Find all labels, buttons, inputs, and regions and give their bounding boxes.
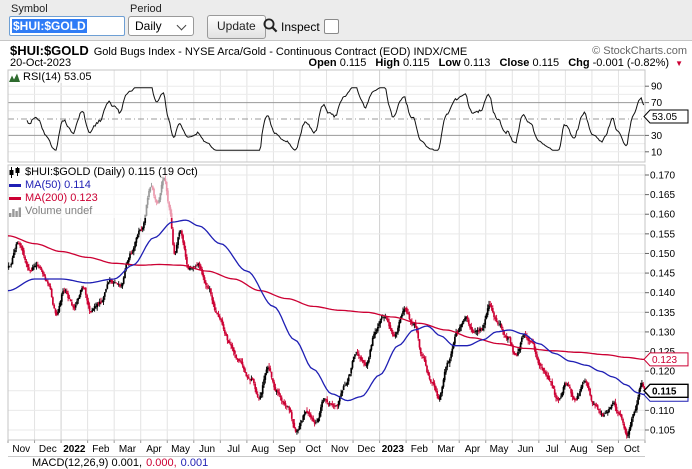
- chevron-down-icon: [176, 20, 187, 31]
- ma200-line-icon: [9, 197, 21, 200]
- legend-volume-row: Volume undef: [9, 205, 198, 218]
- svg-text:2023: 2023: [382, 444, 405, 455]
- high-label: High: [375, 57, 400, 69]
- svg-text:0.170: 0.170: [650, 171, 675, 182]
- svg-text:Sep: Sep: [278, 444, 296, 455]
- svg-text:70: 70: [651, 98, 663, 109]
- inspect-label: Inspect: [281, 20, 320, 34]
- svg-text:Oct: Oct: [624, 444, 640, 455]
- svg-text:May: May: [171, 444, 190, 455]
- indicator-area-icon: [9, 73, 20, 82]
- svg-text:Apr: Apr: [146, 444, 162, 455]
- svg-text:30: 30: [651, 131, 663, 142]
- open-label: Open: [308, 57, 337, 69]
- legend-ma200-text: MA(200) 0.123: [25, 192, 98, 204]
- svg-text:0.105: 0.105: [650, 425, 675, 436]
- chg-value: -0.001 (-0.82%): [592, 57, 670, 69]
- svg-text:10: 10: [651, 147, 663, 158]
- legend-ma50-text: MA(50) 0.114: [25, 179, 91, 191]
- high-value: 0.115: [402, 57, 430, 69]
- svg-text:Dec: Dec: [357, 444, 375, 455]
- svg-text:Nov: Nov: [12, 444, 30, 455]
- svg-text:Feb: Feb: [411, 444, 429, 455]
- svg-text:Mar: Mar: [119, 444, 137, 455]
- svg-text:Apr: Apr: [465, 444, 481, 455]
- svg-text:2022: 2022: [63, 444, 86, 455]
- chart-title: $HUI:$GOLD Gold Bugs Index - NYSE Arca/Go…: [10, 43, 467, 58]
- legend-series-text: $HUI:$GOLD (Daily) 0.115 (19 Oct): [25, 166, 198, 178]
- svg-text:0.120: 0.120: [650, 367, 675, 378]
- svg-text:Aug: Aug: [570, 444, 588, 455]
- macd-signal-value: 0.000,: [146, 457, 177, 469]
- magnifier-icon: [263, 18, 278, 33]
- ma50-line-icon: [9, 184, 21, 187]
- legend-ma50-row: MA(50) 0.114: [9, 179, 198, 192]
- rsi-legend-text: RSI(14) 53.05: [23, 71, 92, 83]
- rsi-legend: RSI(14) 53.05: [9, 71, 95, 83]
- close-label: Close: [499, 57, 530, 69]
- inspect-checkbox[interactable]: [324, 19, 339, 34]
- legend-series-row: $HUI:$GOLD (Daily) 0.115 (19 Oct): [9, 166, 198, 179]
- legend-ma200-row: MA(200) 0.123: [9, 192, 198, 205]
- svg-text:0.140: 0.140: [650, 288, 675, 299]
- svg-text:0.123: 0.123: [652, 355, 677, 366]
- svg-text:Oct: Oct: [305, 444, 321, 455]
- symbol-label: Symbol: [11, 3, 48, 15]
- open-value: 0.115: [339, 57, 367, 69]
- svg-text:90: 90: [651, 82, 663, 93]
- svg-text:0.155: 0.155: [650, 229, 675, 240]
- period-label: Period: [130, 3, 162, 15]
- volume-bars-icon: [9, 207, 21, 217]
- title-description: Gold Bugs Index - NYSE Arca/Gold - Conti…: [93, 46, 468, 58]
- svg-text:0.130: 0.130: [650, 327, 675, 338]
- svg-text:53.05: 53.05: [652, 112, 677, 123]
- title-symbol: $HUI:$GOLD: [10, 43, 89, 58]
- macd-legend: MACD(12,26,9) 0.001, 0.000, 0.001: [32, 457, 208, 469]
- svg-text:Jul: Jul: [227, 444, 240, 455]
- svg-text:Nov: Nov: [331, 444, 349, 455]
- macd-hist-value: 0.001: [180, 457, 209, 469]
- chg-label: Chg: [568, 57, 590, 69]
- down-triangle-icon: ▼: [675, 58, 683, 68]
- period-select[interactable]: Daily: [128, 16, 194, 36]
- svg-text:Jul: Jul: [546, 444, 559, 455]
- symbol-input-value: $HUI:$GOLD: [12, 19, 87, 33]
- macd-text: MACD(12,26,9) 0.001,: [32, 457, 143, 469]
- svg-text:0.115: 0.115: [652, 386, 677, 397]
- toolbar: Symbol $HUI:$GOLD Period Daily Update In…: [0, 0, 692, 41]
- svg-text:0.160: 0.160: [650, 210, 675, 221]
- svg-text:0.165: 0.165: [650, 190, 675, 201]
- legend-volume-text: Volume undef: [25, 205, 93, 217]
- low-value: 0.113: [463, 57, 491, 69]
- svg-text:0.150: 0.150: [650, 249, 675, 260]
- low-label: Low: [438, 57, 461, 69]
- svg-text:May: May: [490, 444, 509, 455]
- svg-text:Sep: Sep: [596, 444, 614, 455]
- svg-text:0.110: 0.110: [650, 406, 675, 417]
- svg-text:0.135: 0.135: [650, 308, 675, 319]
- svg-text:0.145: 0.145: [650, 269, 675, 280]
- candlestick-icon: [9, 167, 20, 178]
- copyright: © StockCharts.com: [592, 45, 687, 57]
- svg-text:Jun: Jun: [199, 444, 215, 455]
- svg-text:Mar: Mar: [437, 444, 455, 455]
- main-legend: $HUI:$GOLD (Daily) 0.115 (19 Oct) MA(50)…: [9, 166, 198, 218]
- ohlc-row: Open 0.115 High 0.115 Low 0.113 Close 0.…: [309, 57, 683, 69]
- svg-text:Dec: Dec: [39, 444, 57, 455]
- svg-text:Aug: Aug: [251, 444, 269, 455]
- period-select-value: Daily: [135, 19, 162, 33]
- svg-text:Jun: Jun: [518, 444, 534, 455]
- update-button[interactable]: Update: [207, 15, 266, 39]
- chart-date: 20-Oct-2023: [10, 57, 72, 69]
- svg-text:Feb: Feb: [92, 444, 110, 455]
- symbol-input[interactable]: $HUI:$GOLD: [9, 16, 125, 36]
- close-value: 0.115: [532, 57, 560, 69]
